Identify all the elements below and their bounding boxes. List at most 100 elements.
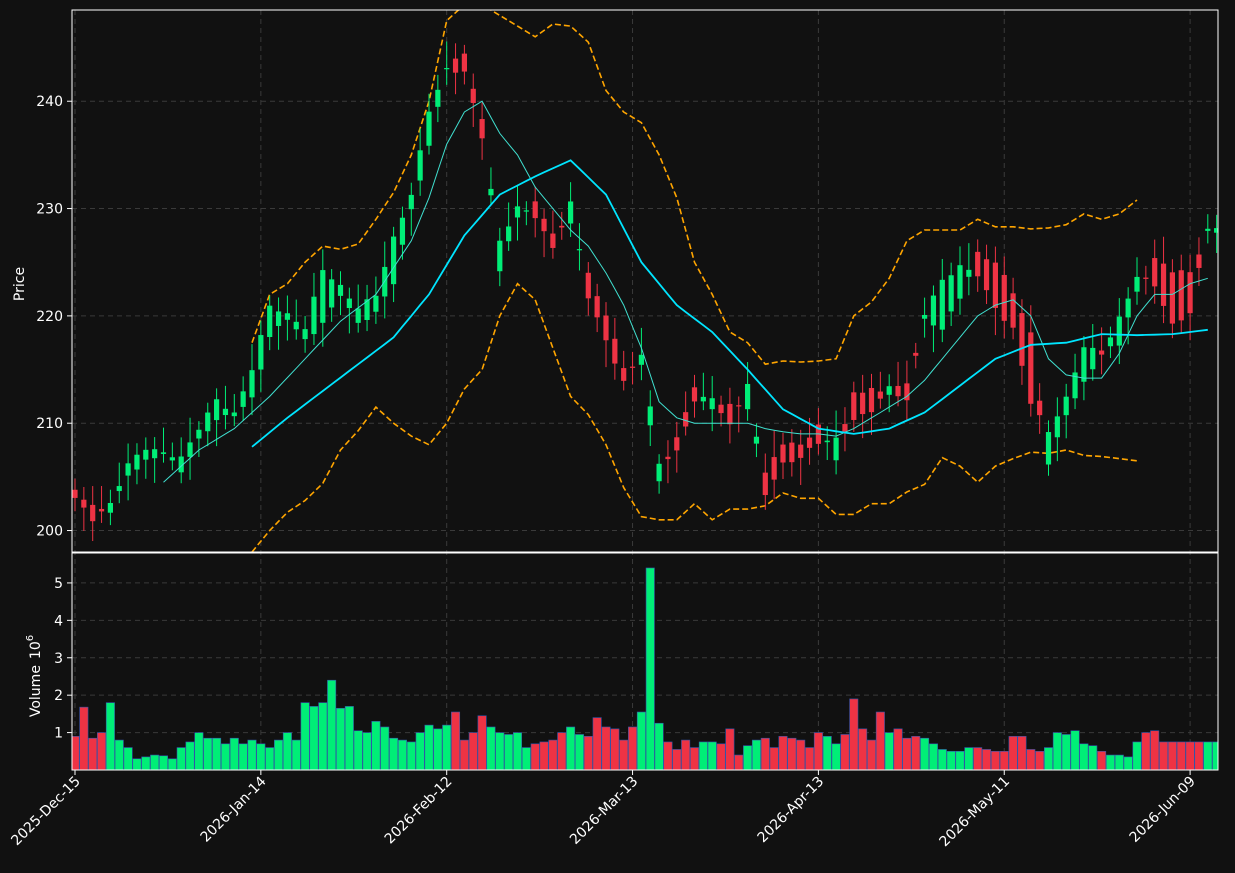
- price-tick-label: 200: [36, 524, 63, 540]
- volume-bar: [1052, 732, 1062, 770]
- candle-body-down: [1196, 254, 1202, 268]
- volume-bar: [167, 758, 177, 770]
- candle-body-down: [452, 58, 459, 73]
- candle-body-down: [806, 437, 813, 448]
- candle-body-up: [364, 299, 370, 321]
- candle-body-down: [1160, 263, 1167, 306]
- moving-averages: [163, 100, 1208, 483]
- volume-bar: [1035, 750, 1045, 770]
- volume-bar: [574, 734, 584, 770]
- volume-bar: [769, 747, 779, 770]
- volume-bar: [150, 754, 160, 770]
- volume-bar: [1061, 734, 1071, 770]
- volume-bar: [220, 743, 230, 770]
- volume-bar: [1167, 741, 1177, 770]
- candle-body-down: [559, 225, 565, 228]
- slow-moving-average-line: [251, 159, 1208, 448]
- candle-body-up: [337, 284, 344, 296]
- candle-body-down: [585, 272, 591, 299]
- volume-bar: [79, 706, 89, 770]
- volume-bar: [1105, 754, 1115, 770]
- volume-bar: [185, 741, 195, 770]
- price-tick-label: 210: [36, 416, 63, 432]
- volume-bar: [902, 737, 912, 770]
- volume-bar: [486, 726, 496, 770]
- volume-axis-label-group: Volume 106: [25, 635, 44, 717]
- candle-body-down: [683, 412, 689, 427]
- volume-bar: [725, 728, 735, 770]
- volume-bar: [176, 747, 186, 770]
- volume-bar: [415, 732, 425, 770]
- volume-bar: [123, 747, 133, 770]
- volume-bar: [362, 732, 372, 770]
- volume-bar: [636, 711, 646, 770]
- volume-bar: [468, 732, 478, 770]
- candle-body-up: [329, 279, 335, 308]
- volume-bar: [247, 739, 257, 770]
- volume-bar: [97, 732, 107, 770]
- volume-bar: [566, 726, 576, 770]
- volume-bar: [557, 732, 567, 770]
- candle-body-up: [293, 321, 299, 330]
- candle-body-down: [877, 391, 883, 399]
- candle-body-down: [1010, 293, 1016, 328]
- volume-bar: [928, 743, 938, 770]
- volume-bar: [397, 739, 407, 770]
- volume-bar: [327, 679, 337, 770]
- volume-bar: [716, 743, 726, 770]
- candle-body-up: [346, 298, 352, 309]
- volume-bar: [813, 732, 823, 770]
- candle-body-up: [966, 269, 972, 277]
- volume-bar: [318, 702, 328, 770]
- candle-body-up: [1214, 228, 1218, 233]
- volume-bar: [946, 750, 956, 770]
- candle-body-up: [355, 308, 361, 323]
- candle-body-down: [913, 352, 919, 356]
- candle-body-up: [1045, 432, 1052, 465]
- candle-body-up: [152, 449, 158, 459]
- volume-bar: [1159, 741, 1169, 770]
- volume-bar: [114, 739, 124, 770]
- candle-body-down: [842, 424, 848, 432]
- volume-bar: [1088, 745, 1098, 770]
- volume-bar: [619, 739, 629, 770]
- volume-bar: [521, 747, 531, 770]
- volume-bar: [601, 726, 611, 770]
- candle-body-up: [444, 68, 450, 70]
- lower-band-line: [251, 282, 1138, 552]
- candle-body-down: [868, 387, 875, 413]
- volume-bar: [663, 741, 673, 770]
- volume-bar: [335, 707, 345, 770]
- volume-bar: [1132, 741, 1142, 770]
- volume-bar: [645, 567, 655, 770]
- candle-body-down: [992, 262, 998, 308]
- volume-bar: [105, 702, 115, 770]
- candle-body-down: [90, 504, 96, 522]
- volume-bar: [212, 737, 222, 770]
- volume-bar: [194, 732, 204, 770]
- volume-bar: [433, 728, 443, 770]
- volume-bar: [831, 743, 841, 770]
- candle-body-up: [214, 399, 220, 421]
- volume-bar: [999, 750, 1009, 770]
- candle-body-up: [169, 457, 175, 461]
- candle-body-up: [302, 329, 308, 340]
- volume-bar: [477, 715, 487, 770]
- candle-body-up: [231, 412, 237, 417]
- candle-body-up: [249, 370, 255, 398]
- candle-body-up: [833, 437, 839, 461]
- volume-bar: [1079, 743, 1089, 770]
- volume-bar: [911, 736, 921, 770]
- candle-body-up: [1134, 276, 1140, 292]
- candle-body-down: [1178, 270, 1184, 321]
- volume-bar: [406, 741, 416, 770]
- candle-body-up: [284, 313, 290, 320]
- candle-body-up: [753, 436, 760, 444]
- candle-body-down: [621, 368, 627, 381]
- volume-bar: [1123, 756, 1133, 770]
- fast-moving-average-line: [163, 100, 1208, 483]
- volume-tick-label: 1: [54, 726, 63, 742]
- candle-body-down: [691, 387, 698, 402]
- volume-bar: [628, 726, 638, 770]
